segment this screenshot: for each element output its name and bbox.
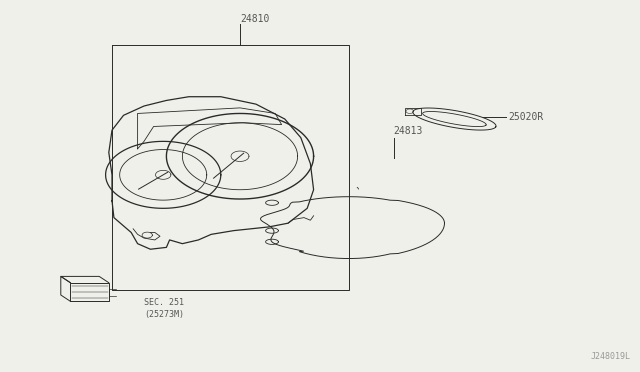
Text: (25273M): (25273M) [144, 310, 184, 319]
Text: J248019L: J248019L [590, 352, 630, 361]
Text: 24810: 24810 [240, 14, 269, 24]
Text: SEC. 251: SEC. 251 [144, 298, 184, 307]
Text: 25020R: 25020R [509, 112, 544, 122]
Text: 24813: 24813 [394, 126, 423, 136]
